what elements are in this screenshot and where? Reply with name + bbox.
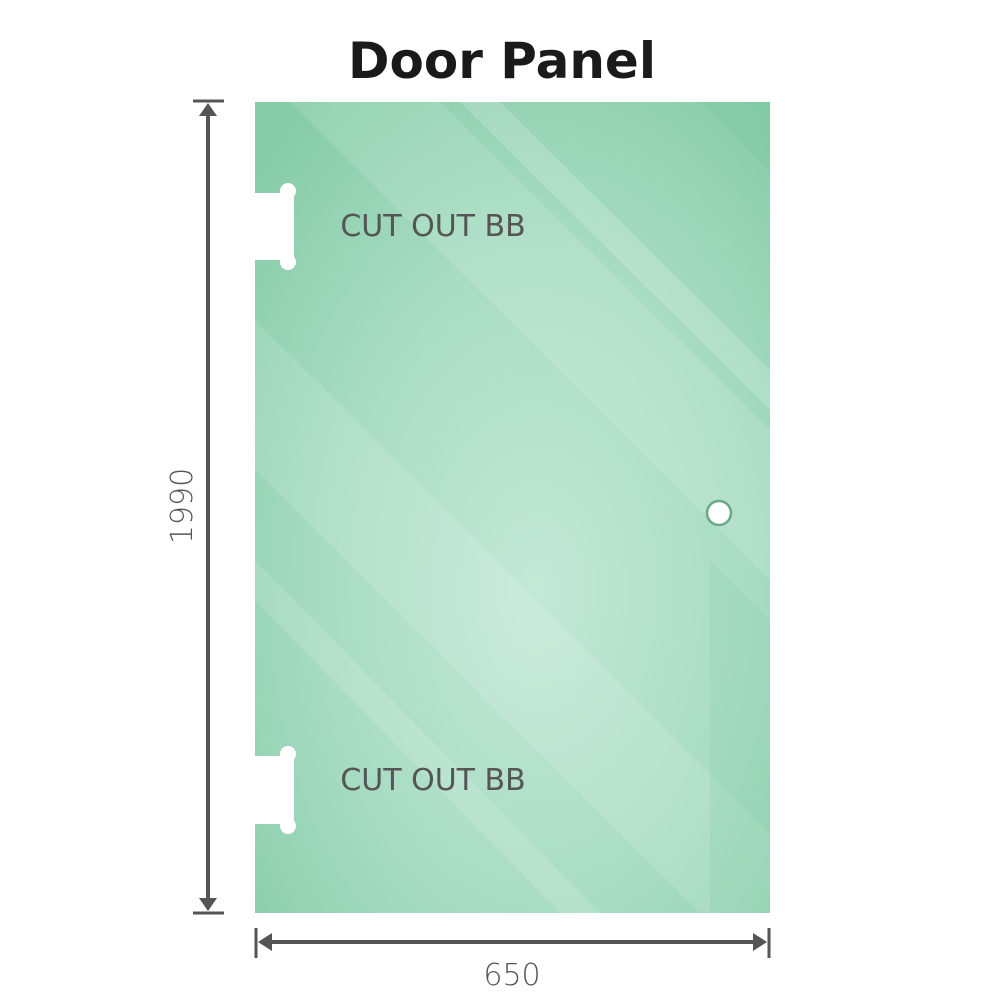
- handle-hole: [705, 499, 733, 527]
- cutout-top-label: CUT OUT BB: [340, 209, 525, 244]
- cutout-top: [250, 183, 296, 270]
- width-label: 650: [483, 958, 540, 993]
- diagram-title: Door Panel: [348, 32, 656, 90]
- height-dimension: [193, 99, 224, 915]
- width-dimension: [254, 928, 771, 958]
- height-label: 1990: [165, 468, 200, 544]
- cutout-bottom: [250, 746, 296, 834]
- cutout-bottom-label: CUT OUT BB: [340, 763, 525, 798]
- glass-panel: [250, 102, 770, 913]
